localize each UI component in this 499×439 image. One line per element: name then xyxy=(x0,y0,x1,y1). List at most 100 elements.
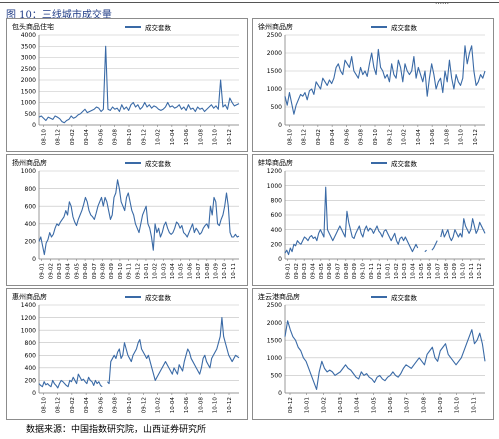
x-tick-label: 09-06 xyxy=(98,397,104,414)
y-tick-label: 1000 xyxy=(21,327,36,334)
chart-svg: 0 200 400 600 800 1000 1200 1400 08-10 08-12 09-02… xyxy=(21,302,240,414)
x-tick-label: 09-02 xyxy=(70,129,76,145)
legend-label: 成交套数 xyxy=(145,160,171,168)
x-tick-label: 10-12 xyxy=(227,397,233,413)
x-tick-label: 10-01 xyxy=(386,263,392,280)
y-tick-label: 600 xyxy=(25,352,37,359)
x-tick-label: 10-04 xyxy=(170,397,176,414)
x-tick-label: 10-04 xyxy=(416,129,422,146)
y-tick-label: 500 xyxy=(271,373,283,380)
x-tick-label: 10-06 xyxy=(430,129,436,146)
x-tick-label: 10-04 xyxy=(411,263,417,280)
x-tick-label: 09-07 xyxy=(92,263,98,280)
x-tick-label: 10-10 xyxy=(459,129,465,146)
x-tick-label: 10-04 xyxy=(170,263,176,280)
y-tick-label: 800 xyxy=(25,340,37,347)
y-tick-label: 2000 xyxy=(267,320,282,327)
y-tick-label: 200 xyxy=(25,239,37,246)
y-tick-label: 500 xyxy=(271,104,283,111)
x-tick-label: 10-06 xyxy=(184,397,190,414)
y-tick-label: 2000 xyxy=(267,50,282,57)
x-tick-label: 09-12 xyxy=(135,263,141,279)
x-tick-label: 09-02 xyxy=(48,263,54,279)
y-tick-label: 2000 xyxy=(21,77,36,84)
x-tick-label: 09-08 xyxy=(113,129,119,146)
chart-panel-huizhou: 0 200 400 600 800 1000 1200 1400 08-10 08-12 09-02… xyxy=(6,288,248,420)
x-tick-label: 10-11 xyxy=(471,397,477,414)
y-tick-label: 0 xyxy=(278,122,282,129)
legend-label: 成交套数 xyxy=(391,160,417,168)
x-tick-label: 09-07 xyxy=(336,263,342,280)
y-tick-label: 3000 xyxy=(21,55,36,62)
x-tick-label: 08-10 xyxy=(287,129,293,146)
x-tick-label: 09-12 xyxy=(288,397,294,413)
x-tick-label: 09-11 xyxy=(127,263,133,280)
chart-title: 连云港商品房 xyxy=(258,293,300,301)
y-tick-label: 1000 xyxy=(267,183,282,190)
x-tick-label: 10-12 xyxy=(473,129,479,145)
x-tick-label: 09-02 xyxy=(294,263,300,279)
x-tick-label: 10-01 xyxy=(144,263,150,280)
series-line xyxy=(284,320,486,391)
x-tick-label: 09-05 xyxy=(74,263,80,280)
x-tick-label: 09-10 xyxy=(127,397,133,414)
x-tick-label: 10-02 xyxy=(402,129,408,145)
chart-title: 蚌埠商品房 xyxy=(258,159,293,167)
x-tick-label: 10-05 xyxy=(419,263,425,280)
x-tick-label: 09-04 xyxy=(84,397,90,414)
x-tick-label: 10-05 xyxy=(371,397,377,414)
legend-swatch xyxy=(125,296,141,298)
y-tick-label: 1200 xyxy=(267,168,282,175)
y-tick-label: 3500 xyxy=(21,43,36,50)
legend-swatch xyxy=(371,162,387,164)
x-tick-label: 10-09 xyxy=(452,263,458,280)
chart-panel-lianyungang: 0 500 1000 1500 2000 2500 09-12 10-01 10-02 10-03… xyxy=(252,288,494,420)
x-tick-label: 09-08 xyxy=(100,263,106,280)
x-tick-label: 09-06 xyxy=(83,263,89,280)
x-tick-label: 09-08 xyxy=(344,263,350,280)
x-tick-label: 10-02 xyxy=(156,397,162,413)
x-tick-label: 09-03 xyxy=(57,263,63,280)
legend-label: 成交套数 xyxy=(391,294,417,302)
x-tick-label: 10-01 xyxy=(305,397,311,414)
x-tick-label: 09-02 xyxy=(70,397,76,413)
series-line xyxy=(284,45,486,115)
chart-legend: 成交套数 xyxy=(125,292,171,302)
x-tick-label: 10-12 xyxy=(227,129,233,145)
x-tick-label: 08-10 xyxy=(41,129,47,146)
y-tick-label: 1500 xyxy=(267,68,282,75)
x-tick-label: 10-06 xyxy=(388,397,394,414)
y-tick-label: 600 xyxy=(25,203,37,210)
x-tick-label: 09-01 xyxy=(40,263,46,280)
x-tick-label: 09-08 xyxy=(359,129,365,146)
chart-title: 包头商品住宅 xyxy=(12,23,54,31)
chart-title: 扬州商品房 xyxy=(12,159,47,167)
y-tick-label: 500 xyxy=(25,111,37,118)
chart-title: 徐州商品房 xyxy=(258,23,293,31)
x-tick-label: 10-03 xyxy=(338,397,344,414)
x-tick-label: 09-10 xyxy=(127,129,133,146)
y-tick-label: 200 xyxy=(271,242,283,249)
x-tick-label: 10-07 xyxy=(405,397,411,414)
x-tick-label: 08-10 xyxy=(41,397,47,414)
x-tick-label: 08-12 xyxy=(302,129,308,145)
x-tick-label: 09-10 xyxy=(373,129,379,146)
figure-title: 图 10：三线城市成交量 xyxy=(6,10,112,21)
x-tick-label: 09-04 xyxy=(66,263,72,280)
x-tick-label: 10-02 xyxy=(153,263,159,279)
y-tick-label: 800 xyxy=(25,186,37,193)
x-tick-label: 09-11 xyxy=(369,263,375,280)
legend-swatch xyxy=(125,26,141,28)
x-tick-label: 09-12 xyxy=(141,129,147,145)
y-tick-label: 1400 xyxy=(21,302,36,309)
series-line xyxy=(284,186,486,256)
chart-legend: 成交套数 xyxy=(125,22,171,32)
x-tick-label: 10-12 xyxy=(477,263,483,279)
chart-legend: 成交套数 xyxy=(371,22,417,32)
x-tick-label: 09-09 xyxy=(352,263,358,280)
x-tick-label: 09-05 xyxy=(319,263,325,280)
x-tick-label: 09-04 xyxy=(84,129,90,146)
x-tick-label: 10-02 xyxy=(394,263,400,279)
